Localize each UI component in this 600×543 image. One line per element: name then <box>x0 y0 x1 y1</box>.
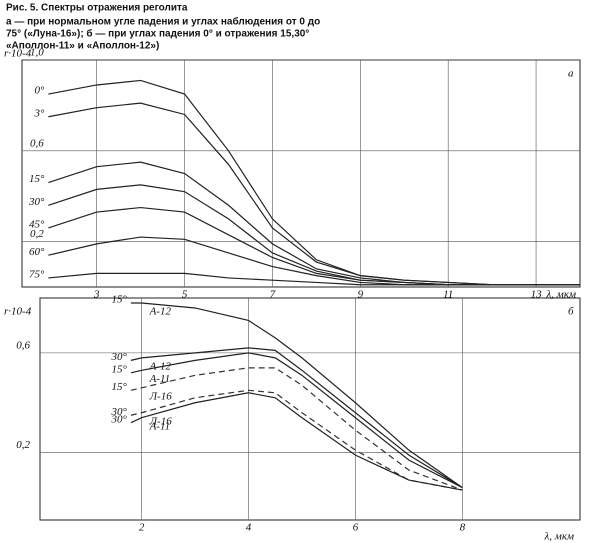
curve <box>48 79 580 286</box>
sample-label: А-11 <box>149 373 171 385</box>
sample-label: А-11 <box>149 420 171 432</box>
y-tick-label: 0,2 <box>16 439 30 451</box>
series-label: 15° <box>111 363 127 375</box>
series-label: 30° <box>110 413 127 425</box>
x-tick-label: 6 <box>353 522 359 534</box>
curve <box>130 392 463 491</box>
y-axis-label: r·10-4 <box>4 306 32 318</box>
y-tick-label: 0,6 <box>16 339 30 351</box>
series-label: 75° <box>29 268 45 280</box>
series-label: 15° <box>111 381 127 393</box>
caption-line: 75° («Луна-16»); б — при углах падения 0… <box>6 28 309 40</box>
x-axis-label: λ, мкм <box>546 289 576 301</box>
x-axis-label: λ, мкм <box>544 531 574 543</box>
series-label: 45° <box>29 219 45 231</box>
curve <box>130 347 463 489</box>
sample-label: Л-16 <box>149 415 173 427</box>
x-tick-label: 13 <box>531 289 543 301</box>
curve <box>130 352 463 489</box>
series-label: 3° <box>33 107 45 119</box>
x-tick-label: 7 <box>270 289 276 301</box>
series-label: 30° <box>110 406 127 418</box>
series-label: 15° <box>29 173 45 185</box>
sample-label: А-12 <box>149 306 172 318</box>
series-label: 30° <box>110 351 127 363</box>
curve <box>48 161 580 286</box>
series-label: 60° <box>29 246 45 258</box>
panel-label: а <box>568 68 574 80</box>
y-tick-label: 0,6 <box>30 137 44 149</box>
series-label: 15° <box>111 294 127 306</box>
curve <box>130 389 463 491</box>
x-tick-label: 11 <box>443 289 453 301</box>
series-label: 0° <box>34 85 45 97</box>
caption-line: а — при нормальном угле падения и углах … <box>6 16 320 28</box>
x-tick-label: 4 <box>246 522 252 534</box>
y-tick-label: 1,0 <box>30 47 44 59</box>
y-tick-label: 0,2 <box>30 228 44 240</box>
y-axis-label: r·10-4 <box>4 48 32 60</box>
caption-line: «Аполлон-11» и «Аполлон-12») <box>6 41 159 52</box>
plot-frame <box>39 297 581 521</box>
curve <box>130 302 463 489</box>
plot-frame <box>21 59 581 288</box>
caption-title: Рис. 5. Спектры отражения реголита <box>6 3 188 14</box>
x-tick-label: 8 <box>460 522 466 534</box>
curve <box>130 367 463 491</box>
panel-label: б <box>568 306 574 318</box>
x-tick-label: 9 <box>358 289 364 301</box>
sample-label: Л-16 <box>149 390 173 402</box>
series-label: 30° <box>28 196 45 208</box>
curve <box>48 272 580 286</box>
x-tick-label: 5 <box>182 289 188 301</box>
x-tick-label: 2 <box>139 522 145 534</box>
x-tick-label: 3 <box>93 289 100 301</box>
curve <box>48 184 580 286</box>
